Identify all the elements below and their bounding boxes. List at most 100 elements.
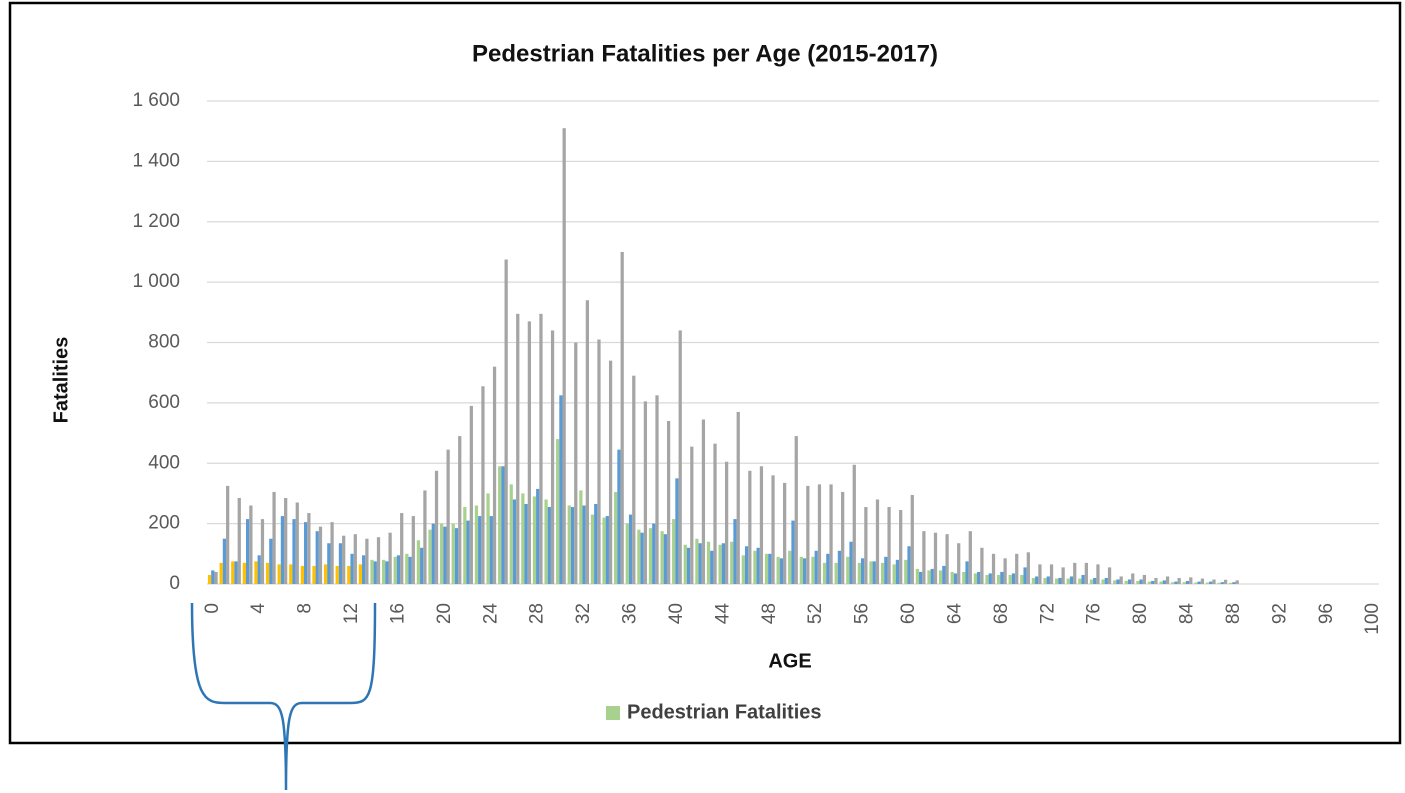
bar (481, 386, 485, 584)
bar (381, 559, 386, 584)
bar (996, 574, 1001, 584)
bar (1217, 582, 1221, 584)
bar (666, 420, 671, 584)
bar (1182, 582, 1186, 584)
bar (1147, 581, 1152, 584)
bar (1003, 558, 1007, 584)
bar (257, 555, 261, 584)
bar (1081, 574, 1085, 584)
x-tick-label: 80 (1130, 603, 1151, 624)
bar (783, 482, 787, 584)
bar (706, 541, 711, 584)
x-tick-label: 8 (295, 603, 316, 614)
bar (637, 529, 641, 584)
bar (277, 564, 281, 584)
bar (1101, 579, 1105, 584)
bar (655, 395, 659, 584)
bar (342, 535, 346, 584)
bar (608, 360, 613, 584)
x-tick-label: 76 (1084, 603, 1105, 624)
bar (373, 561, 377, 584)
bar (910, 494, 914, 584)
bar (968, 531, 972, 584)
bar (289, 564, 293, 584)
bar (602, 517, 606, 584)
x-tick-label: 0 (202, 603, 223, 614)
bar (927, 570, 931, 584)
legend-label: Pedestrian Fatalities (627, 701, 822, 723)
bar (498, 466, 502, 584)
bar (489, 516, 493, 584)
bar (1142, 574, 1146, 584)
bar (759, 466, 764, 584)
bar (547, 507, 551, 584)
bar (214, 571, 218, 584)
x-tick-label: 56 (852, 603, 873, 624)
bar (1235, 580, 1239, 584)
bar (915, 568, 920, 584)
bar (748, 470, 752, 584)
bar (1194, 582, 1198, 584)
bar (799, 556, 803, 584)
bar (478, 516, 482, 584)
bar (899, 510, 903, 584)
bar (794, 436, 798, 584)
bar (1026, 552, 1030, 584)
bar (423, 490, 427, 584)
bar (385, 561, 389, 584)
bar (945, 534, 949, 584)
chart-border (8, 1, 1402, 745)
bar (550, 330, 555, 584)
bar (388, 532, 392, 584)
bar (1177, 577, 1181, 584)
bar (985, 574, 989, 584)
bar (1031, 577, 1036, 584)
chart-title: Pedestrian Fatalities per Age (2015-2017… (472, 40, 938, 67)
bar (764, 553, 769, 584)
bar (771, 475, 775, 584)
bar (393, 556, 397, 584)
bar (605, 516, 609, 584)
y-tick-label: 600 (148, 392, 180, 413)
bar (741, 555, 745, 584)
bar (451, 523, 455, 584)
bar (347, 565, 351, 584)
bar (338, 543, 343, 584)
bar (1151, 580, 1155, 584)
bar (211, 570, 215, 584)
bar (806, 485, 810, 584)
bar (597, 339, 601, 584)
bar (1212, 579, 1216, 584)
bar (869, 561, 873, 584)
bar (962, 571, 966, 584)
y-tick-label: 1 600 (132, 90, 180, 111)
bar (524, 504, 528, 584)
bar (725, 461, 729, 584)
bar (950, 571, 954, 584)
bar (219, 562, 223, 584)
x-tick-label: 24 (480, 603, 501, 625)
bar (1209, 581, 1213, 584)
bar (245, 519, 250, 584)
x-tick-label: 36 (620, 603, 641, 624)
bar (446, 449, 450, 584)
bar (1043, 577, 1047, 584)
bar (434, 470, 439, 584)
bar (756, 547, 760, 584)
bar (1116, 579, 1120, 584)
x-tick-label: 48 (759, 603, 780, 624)
bar (1229, 582, 1233, 584)
bar (887, 507, 891, 584)
bar (988, 573, 992, 584)
bar (512, 499, 517, 584)
bar (1232, 582, 1236, 584)
bar (570, 507, 575, 584)
bar (617, 449, 621, 584)
bar (864, 507, 868, 584)
bar (860, 558, 865, 584)
bar (1136, 580, 1140, 584)
bar (1089, 579, 1094, 584)
bar (678, 330, 682, 584)
bar (411, 516, 415, 584)
